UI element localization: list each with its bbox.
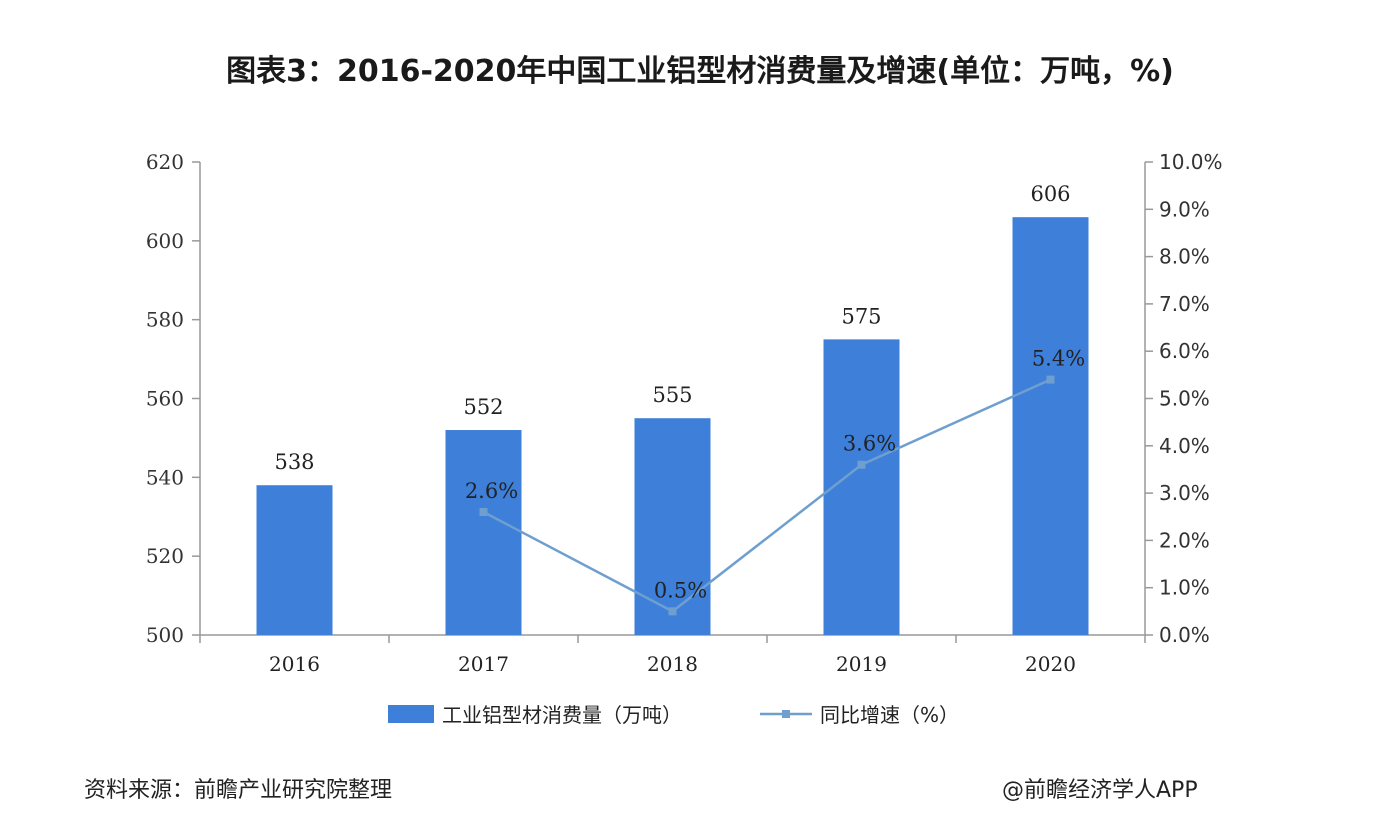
x-tick-label: 2020 (1025, 652, 1076, 676)
bar (256, 485, 333, 635)
line-point (668, 607, 677, 616)
bar (634, 418, 711, 635)
bar-value-label: 575 (841, 304, 881, 328)
y-right-tick-label: 0.0% (1159, 623, 1210, 647)
y-left-tick-label: 500 (146, 623, 184, 647)
x-tick-label: 2019 (836, 652, 887, 676)
bar-value-label: 538 (274, 450, 314, 474)
y-left-tick-label: 620 (146, 150, 184, 174)
x-tick-label: 2018 (647, 652, 698, 676)
bars (256, 217, 1089, 635)
y-right-tick-label: 8.0% (1159, 245, 1210, 269)
y-right-tick-label: 6.0% (1159, 339, 1210, 363)
y-right-tick-label: 2.0% (1159, 528, 1210, 552)
y-right-tick-label: 1.0% (1159, 576, 1210, 600)
y-right-tick-label: 5.0% (1159, 387, 1210, 411)
y-left-tick-label: 580 (146, 308, 184, 332)
bar (1012, 217, 1089, 635)
growth-line-path (482, 378, 1052, 613)
line-value-label: 0.5% (654, 578, 707, 602)
bar-value-label: 555 (652, 383, 692, 407)
credit-note: @前瞻经济学人APP (1002, 778, 1198, 803)
source-note: 资料来源：前瞻产业研究院整理 (84, 778, 393, 803)
y-right-tick-label: 7.0% (1159, 292, 1210, 316)
legend-bar-swatch (388, 705, 434, 723)
line-point (479, 508, 488, 517)
legend-line-label: 同比增速（%） (820, 703, 959, 727)
y-right-tick-label: 10.0% (1159, 150, 1223, 174)
line-value-label: 3.6% (843, 432, 896, 456)
growth-line (479, 375, 1055, 616)
y-left-tick-label: 560 (146, 387, 184, 411)
y-right-tick-label: 9.0% (1159, 197, 1210, 221)
line-point (1046, 375, 1055, 384)
chart-title: 图表3：2016-2020年中国工业铝型材消费量及增速(单位：万吨，%) (226, 54, 1174, 89)
bar-value-label: 606 (1030, 182, 1070, 206)
x-tick-label: 2017 (458, 652, 509, 676)
y-left-tick-label: 600 (146, 229, 184, 253)
y-right-tick-label: 3.0% (1159, 481, 1210, 505)
legend-bar-label: 工业铝型材消费量（万吨） (442, 703, 682, 727)
y-left-tick-label: 520 (146, 544, 184, 568)
legend: 工业铝型材消费量（万吨） 同比增速（%） (388, 703, 959, 727)
line-value-label: 2.6% (465, 479, 518, 503)
bar-value-label: 552 (463, 395, 503, 419)
y-left-tick-label: 540 (146, 465, 184, 489)
line-point (857, 460, 866, 469)
bar (445, 430, 522, 635)
y-right-tick-label: 4.0% (1159, 434, 1210, 458)
legend-line-marker (782, 710, 790, 718)
x-tick-label: 2016 (269, 652, 320, 676)
data-labels: 538 552 555 575 606 2.6% 0.5% 3.6% 5.4% (274, 182, 1085, 602)
line-value-label: 5.4% (1032, 347, 1085, 371)
bar (823, 339, 900, 635)
